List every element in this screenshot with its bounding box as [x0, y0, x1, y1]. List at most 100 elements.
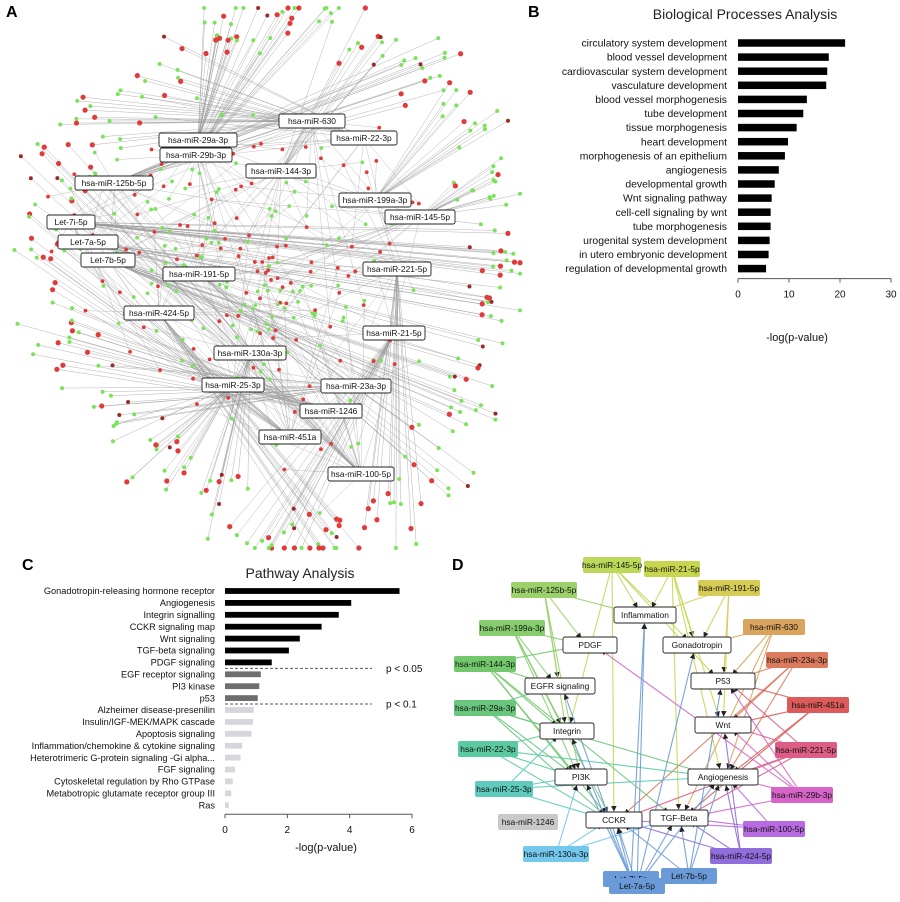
network-edge: [137, 75, 365, 139]
target-gene-node: [495, 108, 500, 113]
target-gene-node: [234, 335, 239, 340]
network-edge: [314, 315, 362, 475]
mirna-node-hsa-mir-25-3p: hsa-miR-25-3p: [475, 781, 533, 797]
target-gene-node: [428, 75, 433, 80]
network-edge: [179, 224, 200, 275]
network-edge: [87, 181, 173, 243]
mirna-node-label: hsa-miR-100-5p: [744, 824, 804, 834]
target-gene-node: [498, 285, 503, 290]
bar-blood-vessel-morphogenesis: [738, 95, 807, 104]
target-gene-node: [182, 465, 187, 470]
x-axis-label: -log(p-value): [295, 842, 357, 854]
bar-tissue-morphogenesis: [738, 123, 797, 132]
target-gene-node: [359, 44, 365, 50]
network-edge: [374, 130, 471, 201]
category-label: Wnt signaling: [160, 634, 215, 644]
network-edge: [195, 15, 268, 156]
target-gene-node: [291, 289, 295, 294]
target-gene-node: [265, 535, 272, 541]
network-edge: [158, 192, 217, 314]
pathway-edge: [624, 659, 798, 815]
network-edge: [198, 273, 420, 426]
network-edge: [395, 268, 398, 549]
network-edge: [374, 82, 450, 201]
target-gene-node: [209, 512, 214, 517]
target-gene-node: [158, 368, 163, 373]
target-gene-node: [131, 295, 136, 299]
target-gene-node: [447, 374, 452, 379]
panel-b-bar-chart: Biological Processes Analysis circulator…: [562, 6, 897, 344]
target-gene-node: [456, 356, 461, 361]
mirna-node-hsa-mir-221-5p: hsa-miR-221-5p: [775, 742, 837, 758]
target-gene-node: [34, 255, 39, 260]
target-gene-node: [402, 102, 408, 109]
target-gene-node: [410, 200, 415, 205]
category-label: p53: [200, 693, 215, 703]
target-gene-node: [92, 114, 98, 120]
target-gene-node: [100, 134, 105, 139]
category-label: cardiovascular system development: [562, 67, 727, 78]
target-gene-node: [229, 478, 234, 483]
target-gene-node: [361, 303, 366, 308]
mirna-node-label: hsa-miR-191-5p: [699, 583, 759, 593]
network-edge: [268, 216, 421, 271]
network-edge: [87, 241, 479, 341]
target-gene-node: [316, 542, 321, 547]
network-edge: [162, 170, 282, 228]
network-edge: [396, 268, 412, 529]
network-edge: [311, 120, 331, 327]
target-gene-node: [309, 260, 314, 265]
network-edge: [249, 352, 304, 400]
target-gene-node: [107, 118, 112, 123]
target-gene-node: [482, 123, 487, 128]
category-label: CCKR signaling map: [130, 622, 215, 632]
network-edge: [330, 340, 391, 412]
target-gene-node: [69, 328, 75, 334]
network-edge: [225, 216, 421, 280]
mirna-node-hsa-mir-199a-3p: hsa-miR-199a-3p: [479, 620, 545, 636]
mirna-label-let-7b-5p: Let-7b-5p: [80, 252, 136, 268]
mirna-label-hsa-mir-144-3p: hsa-miR-144-3p: [245, 163, 317, 179]
target-gene-node: [493, 179, 498, 184]
target-gene-node: [500, 341, 505, 346]
network-edge: [289, 360, 341, 438]
target-gene-node: [159, 162, 164, 167]
network-edge: [195, 7, 339, 156]
target-gene-node: [180, 358, 184, 363]
mirna-node-hsa-mir-29a-3p: hsa-miR-29a-3p: [454, 700, 516, 716]
network-edge: [197, 40, 238, 141]
target-gene-node: [282, 467, 287, 472]
target-gene-node: [88, 164, 94, 170]
network-edge: [278, 369, 362, 475]
mirna-label-hsa-mir-221-5p: hsa-miR-221-5p: [362, 261, 432, 277]
network-edge: [70, 221, 495, 231]
target-gene-node: [387, 241, 392, 246]
target-gene-node: [221, 13, 227, 19]
target-gene-node: [67, 339, 72, 344]
target-gene-node: [336, 522, 342, 529]
network-edge: [145, 80, 365, 139]
category-label: tube development: [644, 109, 727, 120]
pathway-node-label: Gonadotropin: [672, 640, 723, 650]
network-edge: [158, 245, 166, 314]
network-edge: [393, 268, 398, 503]
target-gene-node: [403, 454, 408, 459]
mirna-node-hsa-mir-130a-3p: hsa-miR-130a-3p: [523, 846, 589, 862]
category-label: PI3 kinase: [172, 681, 215, 691]
network-edge: [87, 241, 480, 366]
target-gene-node: [249, 181, 254, 186]
target-gene-node: [183, 186, 188, 191]
target-gene-node: [257, 51, 262, 56]
target-gene-node: [216, 35, 223, 41]
target-gene-node: [271, 336, 275, 340]
bar-inflammation-chemokine-cytokine-signaling: [225, 742, 243, 749]
target-gene-node: [252, 546, 257, 550]
category-label: Integrin signalling: [143, 610, 215, 620]
bar-circulatory-system-development: [738, 39, 846, 47]
target-gene-node: [258, 369, 263, 374]
category-label: TGF-beta signaling: [137, 646, 215, 656]
network-edge: [198, 188, 220, 275]
target-gene-node: [95, 332, 101, 338]
target-gene-node: [242, 302, 247, 307]
target-gene-node: [313, 308, 318, 313]
